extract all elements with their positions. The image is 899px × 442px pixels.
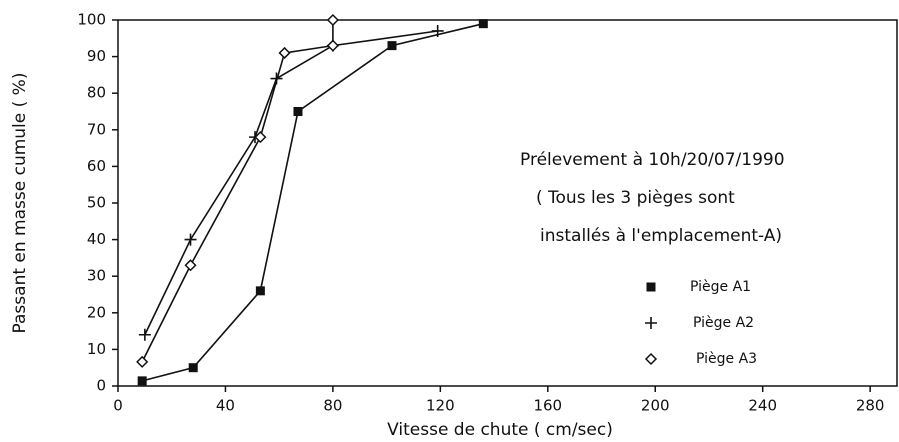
x-tick-label: 0 (113, 397, 123, 415)
legend-label: Piège A2 (693, 315, 754, 331)
plot-frame (117, 19, 898, 387)
x-tick-label: 120 (426, 397, 455, 415)
y-tick-label: 20 (87, 303, 106, 321)
data-point (478, 19, 488, 29)
data-point (188, 363, 198, 373)
data-point (326, 39, 339, 52)
x-tick-label: 160 (533, 397, 562, 415)
data-point (184, 259, 197, 272)
x-tick-label: 240 (748, 397, 777, 415)
series-line (141, 22, 484, 382)
data-point (326, 13, 339, 27)
data-point (278, 46, 291, 60)
y-tick-label: 10 (87, 340, 106, 358)
x-tick-label: 200 (641, 397, 670, 415)
y-axis-label: Passant en masse cumule ( %) (10, 73, 30, 334)
annotation: ( Tous les 3 pièges sont (536, 188, 735, 208)
data-point (138, 328, 151, 341)
series-line (141, 20, 334, 363)
x-tick-label: 280 (856, 397, 885, 415)
y-tick-label: 90 (87, 47, 106, 65)
x-tick-label: 40 (216, 397, 235, 415)
data-point (254, 131, 267, 144)
y-tick-label: 60 (87, 157, 106, 175)
legend-marker (645, 317, 657, 329)
legend-label: Piège A3 (696, 351, 757, 367)
annotation: Prélevement à 10h/20/07/1990 (520, 150, 785, 170)
y-tick-label: 30 (87, 267, 106, 285)
y-tick-label: 40 (87, 230, 106, 248)
data-point (136, 355, 149, 368)
y-tick-label: 0 (96, 377, 106, 395)
annotation: installés à l'emplacement-A) (540, 226, 782, 246)
data-point (431, 24, 444, 37)
legend-marker (646, 282, 656, 292)
data-point (137, 376, 147, 386)
x-tick-label: 80 (323, 397, 342, 415)
legend-marker (644, 352, 658, 366)
y-tick-label: 70 (87, 120, 106, 138)
data-point (184, 233, 197, 246)
legend-label: Piège A1 (690, 279, 751, 295)
y-tick-label: 80 (87, 84, 106, 102)
y-tick-label: 50 (87, 194, 106, 212)
data-point (387, 41, 397, 51)
data-point (293, 107, 303, 116)
series-line (144, 30, 438, 336)
y-tick-label: 100 (77, 11, 106, 29)
data-point (255, 286, 265, 296)
x-axis-label: Vitesse de chute ( cm/sec) (387, 420, 613, 440)
